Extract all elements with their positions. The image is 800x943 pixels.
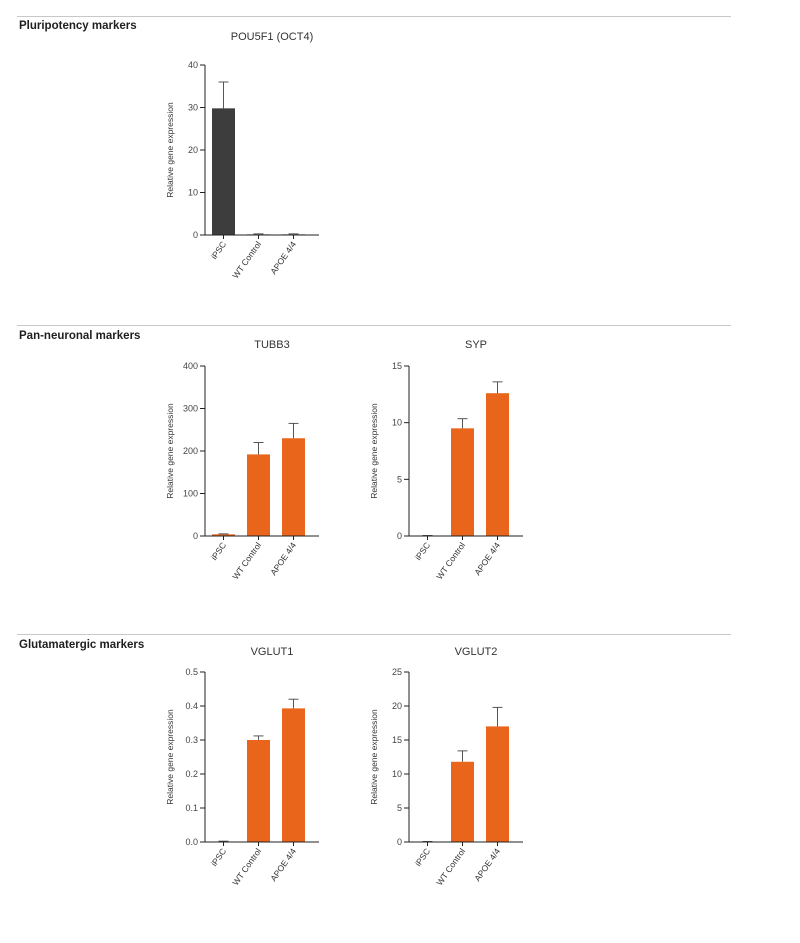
section-divider-pluripotency (17, 16, 731, 17)
x-tick-label: APOE 4/4 (268, 239, 298, 276)
chart-title: VGLUT1 (251, 646, 294, 658)
y-tick-label: 0 (397, 837, 402, 847)
y-tick-label: 20 (392, 701, 402, 711)
y-tick-label: 0.0 (185, 837, 198, 847)
y-tick-label: 0 (397, 531, 402, 541)
chart-vglut2: VGLUT2 0 5 10 15 20 25 Relative gene expression… (369, 646, 523, 887)
y-tick-label: 200 (183, 446, 198, 456)
chart-title: SYP (465, 339, 487, 351)
y-tick-label: 10 (392, 418, 402, 428)
section-title-glutamatergic: Glutamatergic markers (19, 639, 145, 651)
y-tick-label: 300 (183, 404, 198, 414)
x-tick-label: WT Control (434, 846, 467, 887)
chart-tubb3: TUBB3 0 100 200 300 400 Relative gene expressi… (165, 339, 319, 581)
section-divider-pan-neuronal (17, 325, 731, 326)
y-tick-label: 400 (183, 361, 198, 371)
y-tick-label: 10 (392, 769, 402, 779)
x-tick-label: APOE 4/4 (268, 540, 298, 577)
x-tick-label: iPSC (209, 846, 228, 868)
x-tick-label: WT Control (434, 540, 467, 581)
x-tick-label: iPSC (209, 239, 228, 261)
chart-pou5f1-oct4: POU5F1 (OCT4) 0 10 20 30 40 Relative gene expr… (165, 31, 319, 280)
y-tick-label: 0.1 (185, 803, 198, 813)
bar-wt-control (451, 428, 474, 536)
y-axis-label: Relative gene expression (165, 403, 175, 499)
section-title-pluripotency: Pluripotency markers (19, 20, 137, 32)
y-tick-label: 5 (397, 474, 402, 484)
y-tick-label: 0 (193, 531, 198, 541)
chart-title: VGLUT2 (455, 646, 498, 658)
chart-syp: SYP 0 5 10 15 Relative gene expression iPSC WT … (369, 339, 523, 581)
y-axis-label: Relative gene expression (165, 709, 175, 805)
y-tick-label: 10 (188, 188, 198, 198)
bar-wt-control (247, 740, 270, 842)
x-tick-label: APOE 4/4 (268, 846, 298, 883)
chart-vglut1: VGLUT1 0.0 0.1 0.2 0.3 0.4 0.5 Relative gene ex… (165, 646, 319, 887)
section-divider-glutamatergic (17, 634, 731, 635)
bar-wt-control (451, 761, 474, 842)
x-tick-label: WT Control (230, 846, 263, 887)
bar-apoe-4-4 (486, 393, 509, 536)
section-title-pan-neuronal: Pan-neuronal markers (19, 330, 141, 342)
x-tick-label: iPSC (209, 540, 228, 562)
bar-apoe-4-4 (282, 438, 305, 536)
bar-apoe-4-4 (282, 708, 305, 842)
chart-title: POU5F1 (OCT4) (231, 31, 314, 43)
y-tick-label: 15 (392, 361, 402, 371)
y-tick-label: 5 (397, 803, 402, 813)
y-axis-label: Relative gene expression (369, 709, 379, 805)
y-tick-label: 15 (392, 735, 402, 745)
x-tick-label: APOE 4/4 (472, 846, 502, 883)
y-tick-label: 0.4 (185, 701, 198, 711)
y-axis-label: Relative gene expression (165, 102, 175, 198)
x-tick-label: WT Control (230, 540, 263, 581)
y-tick-label: 20 (188, 145, 198, 155)
y-tick-label: 0.5 (185, 667, 198, 677)
chart-title: TUBB3 (254, 339, 289, 351)
y-tick-label: 25 (392, 667, 402, 677)
x-tick-label: iPSC (413, 846, 432, 868)
y-tick-label: 0.2 (185, 769, 198, 779)
y-tick-label: 0 (193, 230, 198, 240)
y-tick-label: 0.3 (185, 735, 198, 745)
x-tick-label: WT Control (230, 239, 263, 280)
x-tick-label: APOE 4/4 (472, 540, 502, 577)
bar-apoe-4-4 (486, 726, 509, 842)
bar-ipsc (212, 534, 235, 536)
x-tick-label: iPSC (413, 540, 432, 562)
y-tick-label: 100 (183, 489, 198, 499)
y-axis-label: Relative gene expression (369, 403, 379, 499)
bar-ipsc (212, 108, 235, 235)
bar-wt-control (247, 454, 270, 536)
y-tick-label: 40 (188, 60, 198, 70)
y-tick-label: 30 (188, 103, 198, 113)
